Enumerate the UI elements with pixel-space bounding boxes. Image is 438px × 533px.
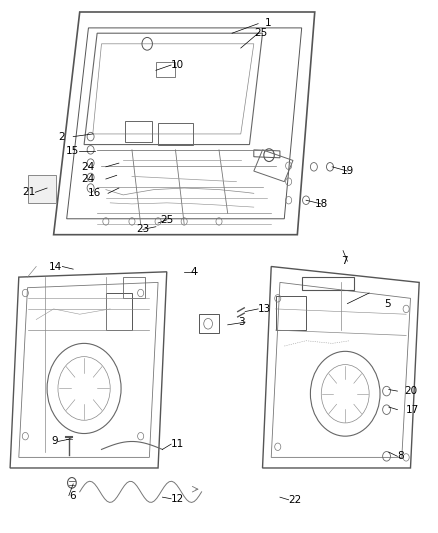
Text: 14: 14 — [49, 262, 62, 271]
Text: 19: 19 — [341, 166, 354, 176]
Text: 15: 15 — [66, 146, 79, 156]
Text: 17: 17 — [406, 405, 420, 415]
Text: 12: 12 — [171, 494, 184, 504]
Text: 4: 4 — [191, 267, 198, 277]
Text: 6: 6 — [69, 490, 75, 500]
Text: 1: 1 — [265, 18, 271, 28]
Text: 10: 10 — [171, 60, 184, 70]
Text: 24: 24 — [82, 174, 95, 184]
Bar — [123, 277, 145, 298]
Text: 22: 22 — [289, 495, 302, 505]
Text: 18: 18 — [315, 199, 328, 209]
Bar — [28, 175, 56, 203]
Text: 25: 25 — [160, 215, 173, 225]
Text: 24: 24 — [82, 162, 95, 172]
Text: 21: 21 — [22, 187, 35, 197]
Bar — [158, 123, 193, 144]
Bar — [156, 62, 176, 77]
Bar — [302, 277, 354, 290]
Text: 23: 23 — [136, 224, 149, 235]
Text: 9: 9 — [51, 437, 58, 447]
Text: 8: 8 — [397, 451, 404, 462]
Text: 2: 2 — [58, 132, 64, 142]
Bar — [276, 296, 306, 330]
Text: 3: 3 — [239, 317, 245, 327]
Text: 25: 25 — [254, 28, 268, 38]
Bar — [106, 293, 132, 330]
Text: 5: 5 — [385, 298, 391, 309]
Text: 20: 20 — [404, 386, 417, 396]
Bar — [199, 314, 219, 333]
Text: 7: 7 — [341, 256, 347, 266]
Text: 16: 16 — [88, 188, 102, 198]
Text: 11: 11 — [171, 439, 184, 449]
Bar — [125, 120, 152, 142]
Text: 13: 13 — [258, 304, 272, 314]
